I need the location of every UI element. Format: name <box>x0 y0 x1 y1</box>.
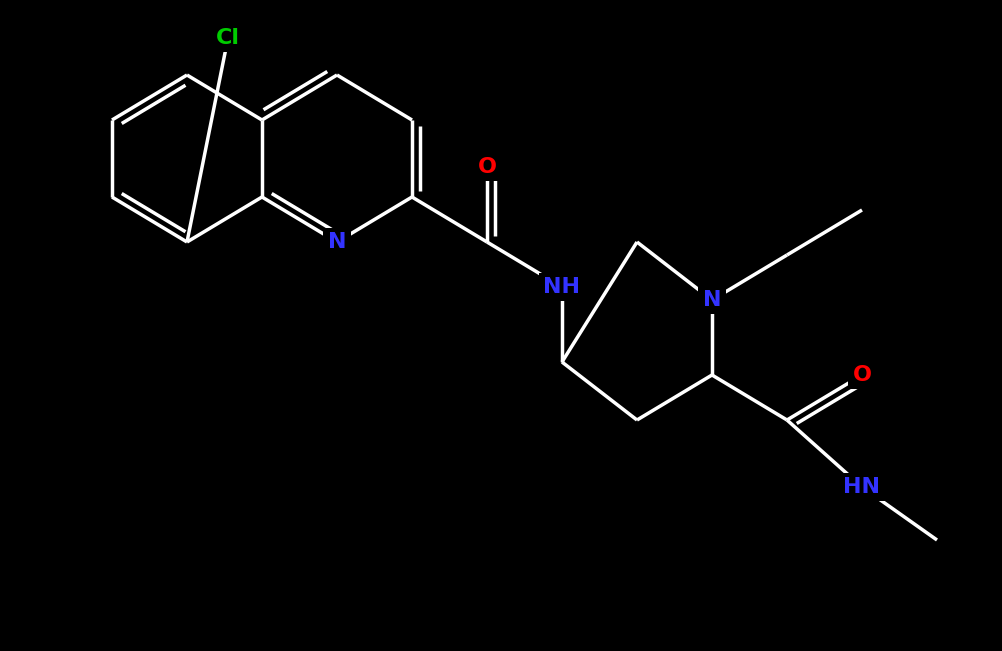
Text: HN: HN <box>844 477 881 497</box>
Text: N: N <box>702 290 721 310</box>
Text: O: O <box>478 157 497 177</box>
Text: Cl: Cl <box>216 28 240 48</box>
Text: O: O <box>853 365 872 385</box>
Text: NH: NH <box>543 277 580 297</box>
Text: N: N <box>328 232 347 252</box>
